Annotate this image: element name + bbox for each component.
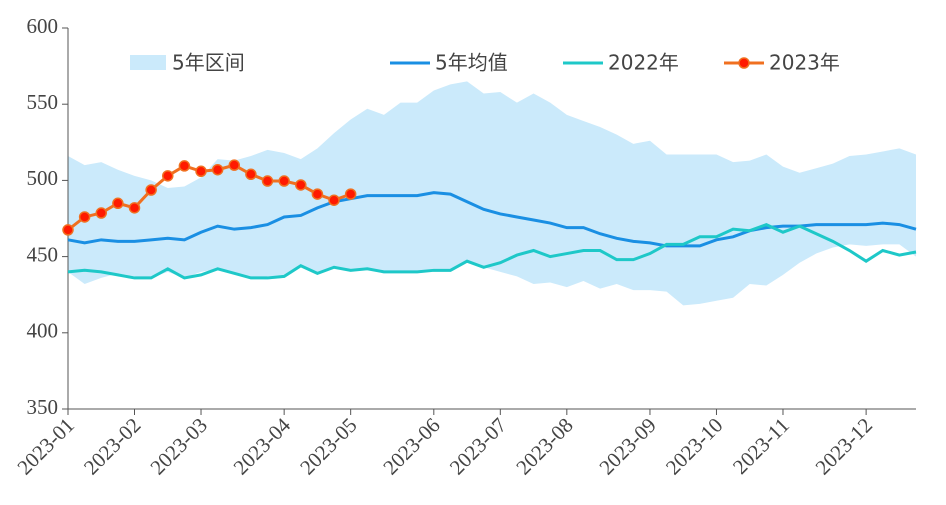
x-tick-label: 2023-12 <box>811 413 877 479</box>
series-marker <box>145 184 157 196</box>
y-tick-label: 550 <box>27 90 59 114</box>
series-marker <box>195 165 207 178</box>
legend-marker <box>738 57 750 69</box>
x-tick-label: 2023-09 <box>594 413 660 479</box>
x-tick-label: 2023-06 <box>378 413 444 479</box>
x-tick-label: 2023-04 <box>229 413 296 480</box>
legend: 5年区间 5年均值 2022年 2023年 <box>130 51 840 75</box>
series-marker <box>95 207 108 219</box>
series-marker <box>128 202 141 214</box>
y-tick-label: 500 <box>27 166 59 190</box>
series-marker <box>261 175 274 187</box>
y-tick-label: 600 <box>27 14 59 38</box>
legend-label: 2022年 <box>608 51 679 75</box>
legend-label: 5年均值 <box>435 51 508 75</box>
series-marker <box>178 160 191 172</box>
series-marker <box>311 188 324 200</box>
x-tick-label: 2023-11 <box>728 413 794 479</box>
y-tick-label: 350 <box>27 395 59 419</box>
legend-swatch <box>130 55 166 70</box>
x-tick-label: 2023-08 <box>511 413 577 479</box>
y-tick-label: 450 <box>27 242 59 266</box>
series-marker <box>245 168 257 181</box>
series-marker <box>62 224 74 236</box>
x-tick-label: 2023-05 <box>295 413 361 479</box>
series-marker <box>228 159 241 171</box>
series-marker <box>162 170 174 182</box>
x-tick-label: 2023-10 <box>661 413 727 479</box>
x-tick-label: 2023-07 <box>445 413 511 479</box>
x-tick-label: 2023-02 <box>79 413 145 479</box>
series-marker <box>78 211 91 223</box>
legend-label: 2023年 <box>769 51 840 75</box>
range-band <box>68 81 916 306</box>
y-tick-label: 400 <box>27 319 59 343</box>
series-marker <box>344 188 357 200</box>
x-tick-label: 2023-01 <box>12 413 78 479</box>
series-marker <box>211 163 224 176</box>
x-tick-label: 2023-03 <box>145 413 211 479</box>
series-marker <box>112 197 124 210</box>
series-marker <box>278 175 290 187</box>
series-line <box>67 222 917 280</box>
series-marker <box>295 179 307 191</box>
legend-label: 5年区间 <box>172 51 245 75</box>
series-marker <box>328 194 340 206</box>
